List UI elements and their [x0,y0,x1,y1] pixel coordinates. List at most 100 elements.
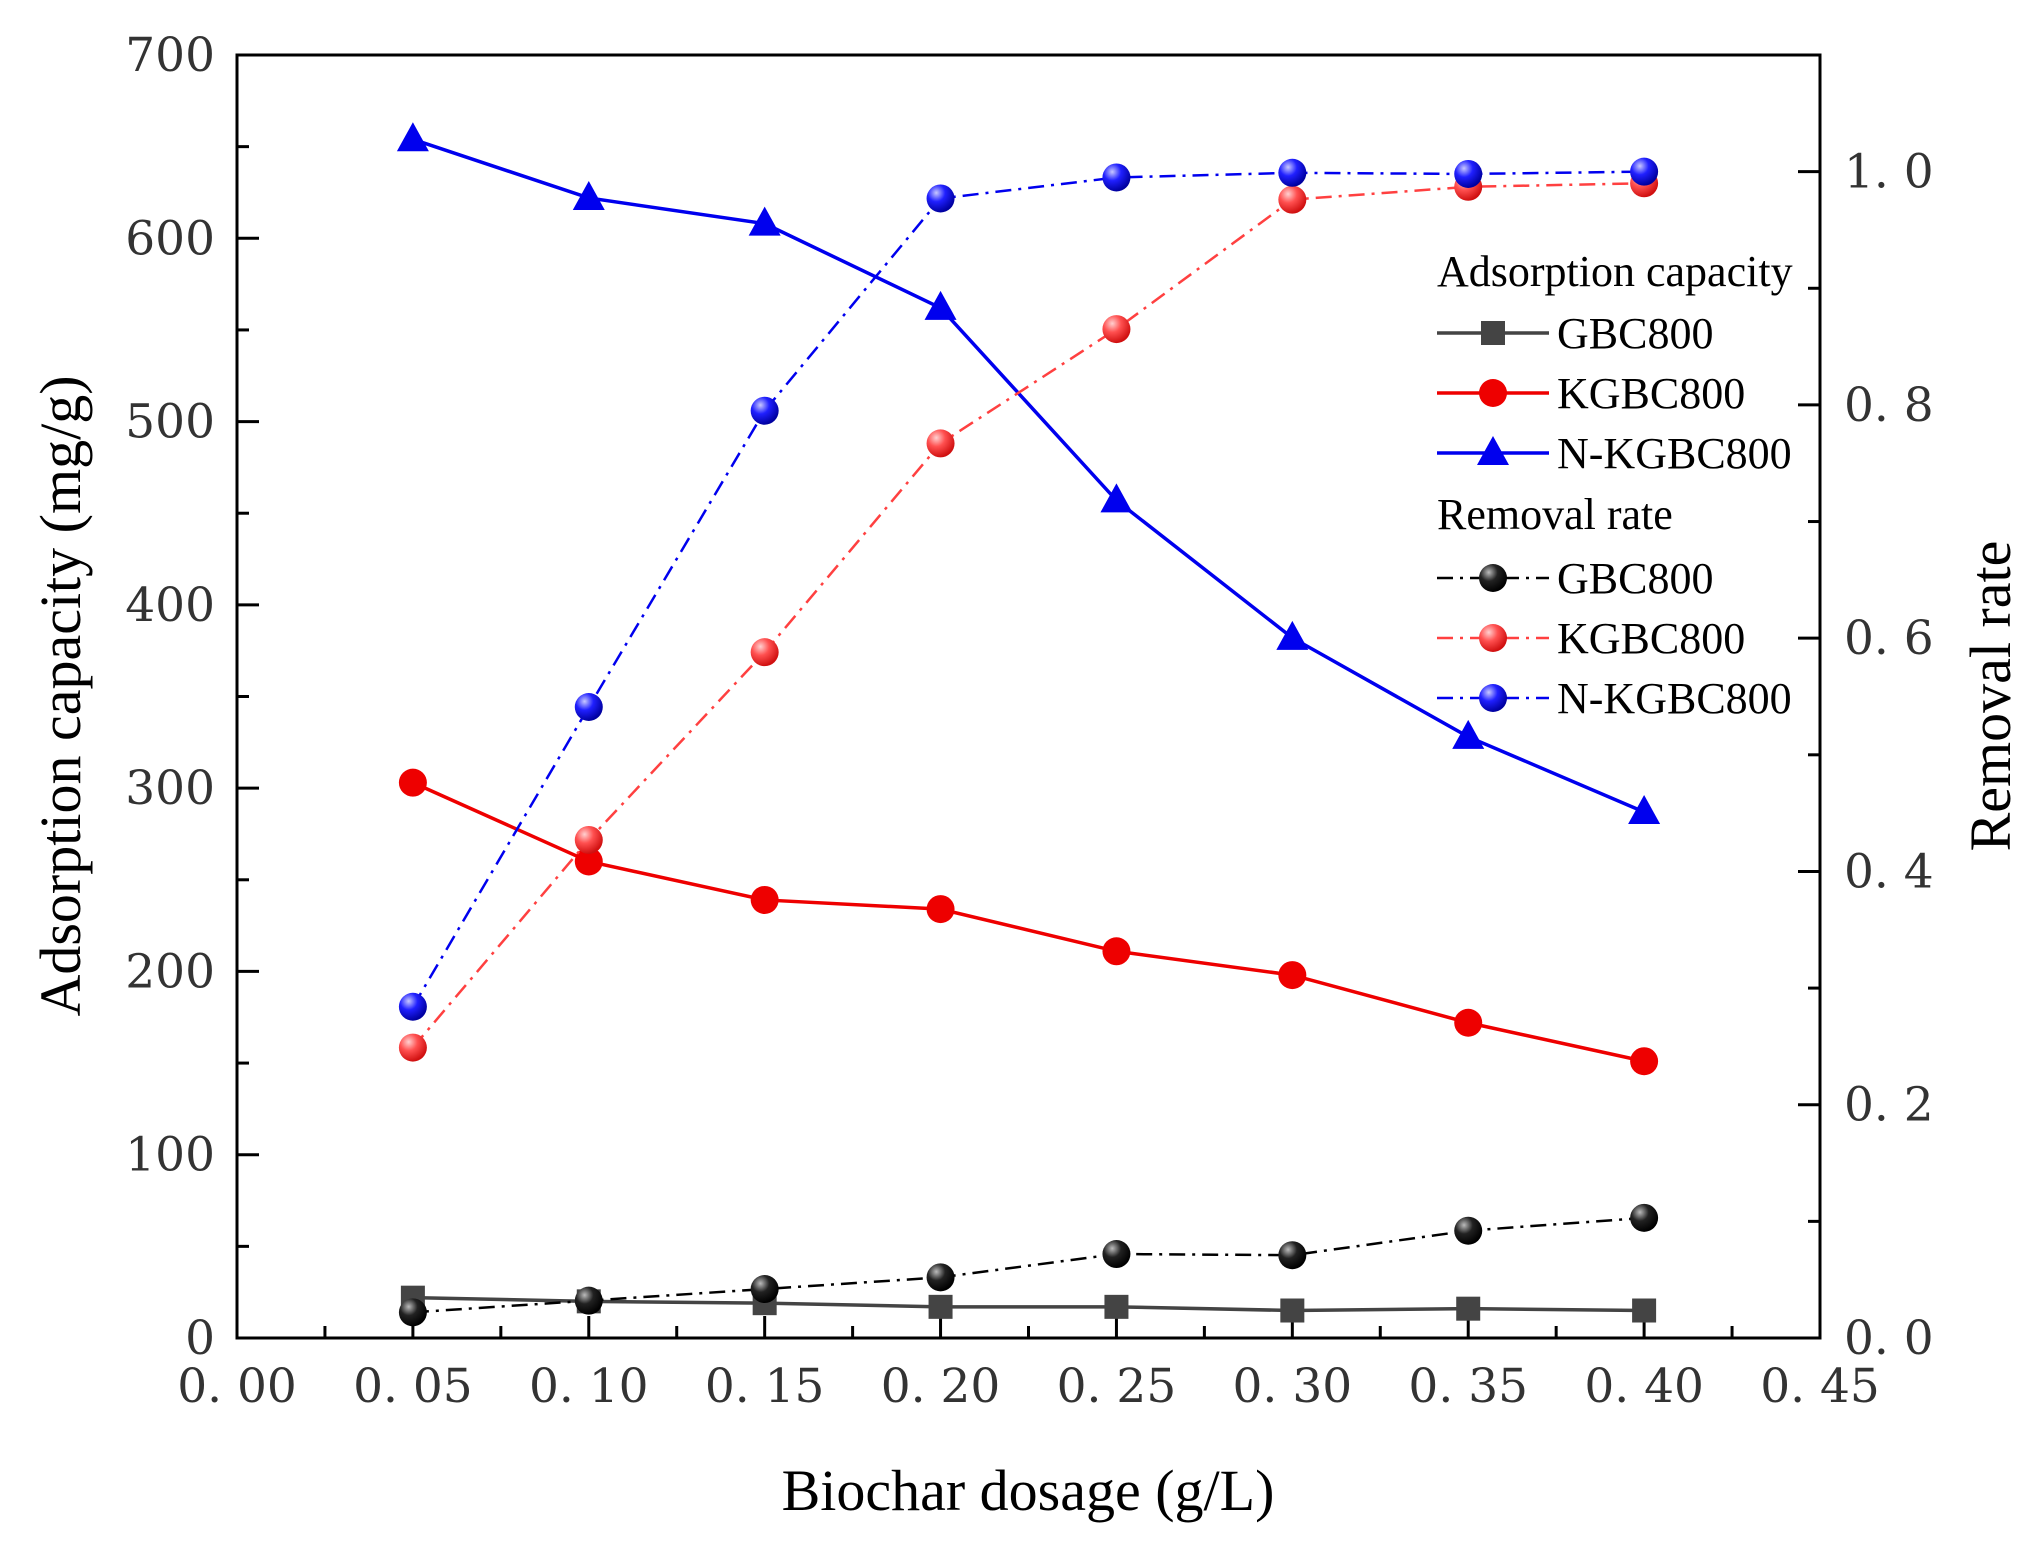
data-point [750,885,779,914]
series-kgbc800-capacity [398,768,1659,1076]
data-point [574,825,603,854]
data-point [750,1275,779,1304]
series-line [412,781,1645,1063]
series-kgbc800-removal [398,169,1659,1062]
data-point [398,1033,427,1062]
x-tick-label: 0. 05 [353,1359,473,1414]
series-gbc800-removal [398,1203,1659,1327]
y-left-tick-label: 300 [125,761,215,816]
legend-label: GBC800 [1557,554,1713,603]
data-point [398,768,427,797]
y-right-tick-label: 0. 8 [1844,378,1934,433]
x-tick-label: 0. 10 [529,1359,649,1414]
data-point [924,290,957,320]
data-point [398,992,427,1021]
x-tick-label: 0. 35 [1408,1359,1528,1414]
data-point [1630,157,1659,186]
y-right-tick-label: 0. 2 [1844,1078,1934,1133]
data-point [398,1298,427,1327]
data-point [1104,1294,1129,1319]
y-left-tick-label: 700 [125,28,215,83]
y-left-axis-title: Adsorption capacity (mg/g) [28,375,93,1016]
y-right-tick-label: 0. 6 [1844,611,1934,666]
x-tick-label: 0. 25 [1057,1359,1177,1414]
data-point [1276,620,1309,650]
y-right-axis-title: Removal rate [1958,541,2023,852]
data-point [1278,185,1307,214]
data-point [750,638,779,667]
x-tick-label: 0. 40 [1584,1359,1704,1414]
legend-marker [1479,564,1507,592]
data-point [574,692,603,721]
x-tick-label: 0. 20 [881,1359,1001,1414]
legend-marker [1479,684,1507,712]
legend-label: KGBC800 [1557,369,1745,418]
data-point [1278,158,1307,187]
data-point [1102,1240,1131,1269]
y-left-axis-ticks: 0 100 200 300 400 500 600 700 [125,28,259,1366]
series-line [412,1216,1645,1314]
data-point [926,895,955,924]
y-right-tick-label: 0. 4 [1844,844,1934,899]
series-layer [396,122,1661,1327]
data-point [1456,1296,1481,1321]
data-point [1630,1203,1659,1232]
data-point [574,847,603,876]
data-point [572,180,605,210]
series-line [411,182,1645,1049]
data-point [750,396,779,425]
y-left-tick-label: 500 [125,395,215,450]
data-point [748,206,781,236]
data-point [1630,1047,1659,1076]
series-n-kgbc800-capacity [396,122,1661,824]
y-left-tick-label: 200 [125,944,215,999]
legend: Adsorption capacity Removal rate GBC800 K… [1437,247,1793,723]
x-tick-label: 0. 00 [177,1359,297,1414]
y-right-tick-label: 1. 0 [1844,145,1934,200]
data-point [926,429,955,458]
data-point [396,122,429,152]
data-point [1278,1241,1307,1270]
y-right-tick-label: 0. 0 [1844,1311,1934,1366]
x-tick-label: 0. 45 [1760,1359,1880,1414]
y-left-tick-label: 400 [125,578,215,633]
series-line [412,1295,1645,1313]
data-point [1628,794,1661,824]
legend-label: N-KGBC800 [1557,429,1792,478]
data-point [574,1286,603,1315]
data-point [1280,1298,1305,1323]
legend-item-kgbc800: KGBC800 [1437,614,1745,663]
data-point [1454,1008,1483,1037]
legend-marker [1477,436,1509,465]
series-n-kgbc800-removal [398,157,1659,1021]
y-left-tick-label: 0 [185,1311,215,1366]
legend-label: GBC800 [1557,309,1713,358]
y-left-tick-label: 600 [125,211,215,266]
legend-item-gbc800: GBC800 [1437,309,1713,358]
data-point [1278,961,1307,990]
legend-marker [1479,379,1507,407]
legend-label: N-KGBC800 [1557,674,1792,723]
data-point [926,184,955,213]
legend-label: KGBC800 [1557,614,1745,663]
legend-marker [1479,624,1507,652]
data-point [926,1263,955,1292]
data-point [1100,483,1133,513]
y-right-axis-ticks: 0. 0 0. 2 0. 4 0. 6 0. 8 1. 0 [1798,53,1934,1366]
x-tick-label: 0. 30 [1233,1359,1353,1414]
data-point [1102,937,1131,966]
legend-marker [1481,321,1505,345]
legend-item-gbc800: GBC800 [1437,554,1713,603]
series-line [412,137,1645,814]
x-axis-title: Biochar dosage (g/L) [782,1458,1275,1523]
legend-group-title-adsorption: Adsorption capacity [1437,247,1793,296]
legend-group-title-removal: Removal rate [1437,490,1673,539]
data-point [1454,159,1483,188]
legend-item-n-kgbc800: N-KGBC800 [1437,429,1792,478]
series-gbc800-capacity [400,1285,1657,1323]
x-tick-label: 0. 15 [705,1359,825,1414]
data-point [1452,719,1485,749]
series-line [411,170,1645,1008]
data-point [1454,1216,1483,1245]
